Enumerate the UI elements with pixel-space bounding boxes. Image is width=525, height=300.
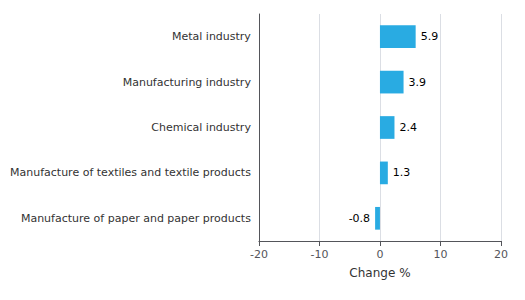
svg-text:Metal industry: Metal industry <box>172 30 251 43</box>
svg-text:Manufacture of paper and paper: Manufacture of paper and paper products <box>21 212 251 225</box>
svg-text:5.9: 5.9 <box>421 30 439 43</box>
svg-text:Chemical industry: Chemical industry <box>151 121 251 134</box>
svg-text:Manufacturing industry: Manufacturing industry <box>123 76 252 89</box>
svg-text:-0.8: -0.8 <box>349 212 370 225</box>
svg-text:Change %: Change % <box>349 266 410 280</box>
svg-text:2.4: 2.4 <box>399 121 417 134</box>
svg-text:3.9: 3.9 <box>409 76 427 89</box>
svg-text:0: 0 <box>376 248 383 261</box>
svg-text:20: 20 <box>494 248 508 261</box>
svg-text:Manufacture of textiles and te: Manufacture of textiles and textile prod… <box>10 166 251 179</box>
svg-text:1.3: 1.3 <box>393 166 411 179</box>
svg-text:-10: -10 <box>310 248 328 261</box>
svg-text:-20: -20 <box>250 248 268 261</box>
svg-text:10: 10 <box>433 248 447 261</box>
